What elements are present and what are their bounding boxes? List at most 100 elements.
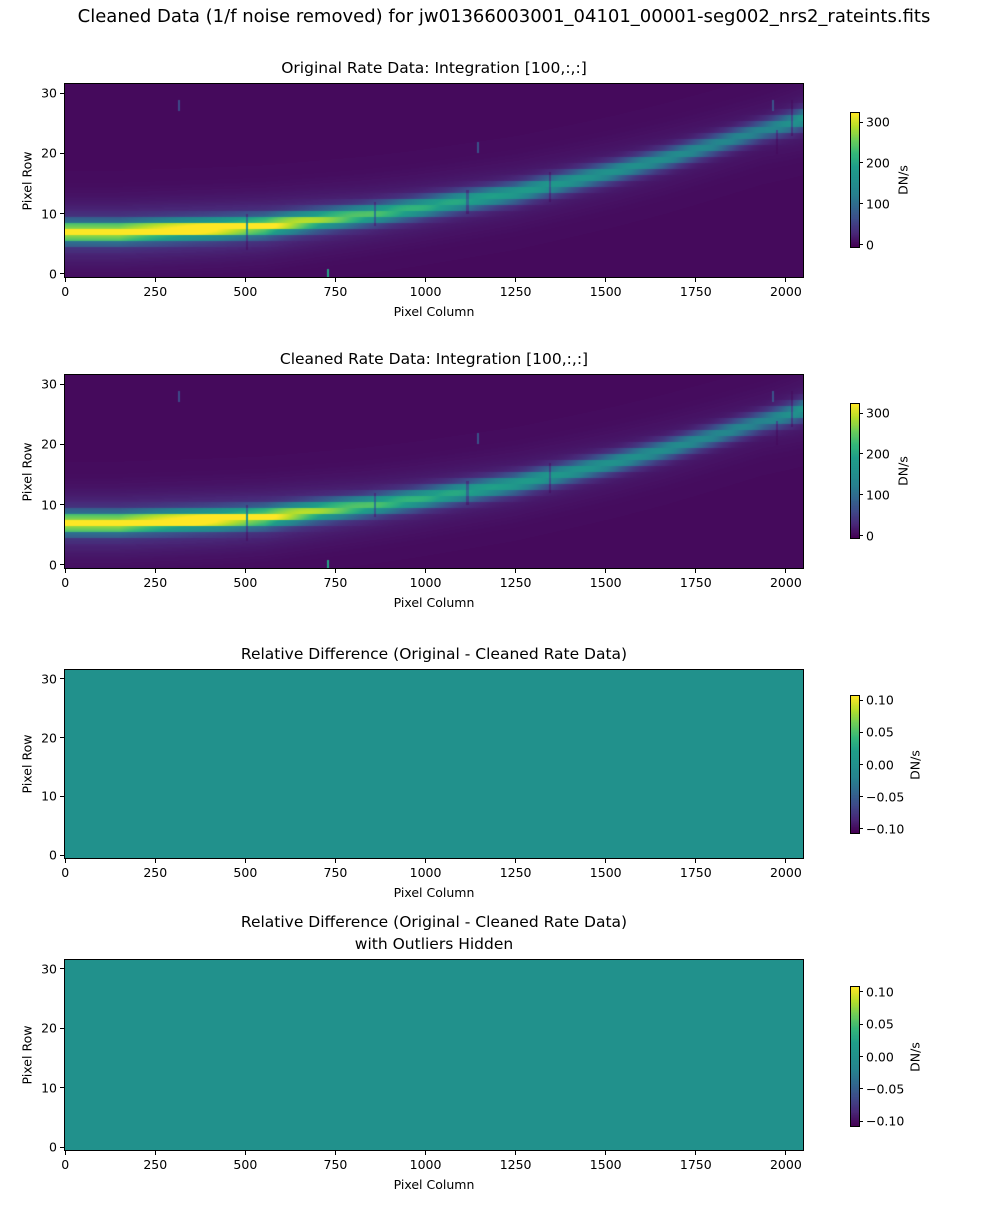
- x-tick-mark: [785, 859, 787, 863]
- x-tick-mark: [515, 1151, 517, 1155]
- heatmap-canvas-difference-hidden: [65, 960, 803, 1150]
- colorbar-label: DN/s: [895, 456, 911, 486]
- x-tick-label: 0: [61, 284, 70, 299]
- colorbar-tick-label: 200: [866, 446, 890, 462]
- colorbar-tick-mark: [860, 244, 863, 246]
- colorbar-tick-label: 200: [866, 155, 890, 171]
- colorbar-tick-label: −0.10: [866, 821, 905, 837]
- x-tick-mark: [154, 859, 156, 863]
- x-tick-mark: [605, 278, 607, 282]
- y-tick-label: 10: [41, 1080, 57, 1096]
- colorbar: [850, 403, 860, 539]
- x-tick-mark: [425, 859, 427, 863]
- colorbar-tick-mark: [860, 991, 863, 993]
- x-tick-label: 1750: [679, 284, 712, 299]
- y-tick-mark: [60, 443, 64, 445]
- colorbar-canvas: [851, 404, 859, 538]
- heatmap-plot-area: [64, 959, 804, 1151]
- y-tick-mark: [60, 678, 64, 680]
- y-tick-label: 30: [41, 671, 57, 687]
- colorbar-tick-mark: [860, 731, 863, 733]
- subplot-title: Cleaned Rate Data: Integration [100,:,:]: [279, 350, 589, 368]
- x-tick-mark: [64, 569, 66, 573]
- x-tick-label: 1500: [589, 575, 622, 590]
- colorbar-tick-mark: [860, 494, 863, 496]
- colorbar: [850, 986, 860, 1127]
- y-tick-label: 30: [41, 376, 57, 392]
- x-tick-mark: [695, 278, 697, 282]
- x-tick-mark: [64, 278, 66, 282]
- x-tick-label: 500: [233, 575, 258, 590]
- y-tick-label: 30: [41, 85, 57, 101]
- colorbar-tick-label: 300: [866, 114, 890, 130]
- x-tick-label: 1500: [589, 284, 622, 299]
- heatmap-canvas-cleaned: [65, 375, 803, 568]
- colorbar-tick-mark: [860, 764, 863, 765]
- x-tick-label: 1750: [679, 575, 712, 590]
- x-tick-mark: [244, 569, 246, 573]
- x-tick-mark: [154, 1151, 156, 1155]
- x-tick-label: 750: [323, 284, 348, 299]
- colorbar-tick-mark: [860, 699, 863, 701]
- x-tick-mark: [244, 278, 246, 282]
- colorbar-tick-label: 0: [866, 528, 874, 544]
- subplot-title: Original Rate Data: Integration [100,:,:…: [281, 59, 587, 77]
- x-tick-mark: [154, 278, 156, 282]
- y-tick-mark: [60, 968, 64, 970]
- x-tick-label: 1250: [499, 1157, 532, 1172]
- colorbar-canvas: [851, 987, 859, 1126]
- x-tick-label: 250: [143, 284, 168, 299]
- x-tick-label: 250: [143, 865, 168, 880]
- x-tick-mark: [64, 1151, 66, 1155]
- colorbar-label: DN/s: [895, 165, 911, 195]
- colorbar-tick-mark: [860, 121, 863, 123]
- x-axis-label: Pixel Column: [393, 304, 475, 319]
- heatmap-canvas-difference: [65, 670, 803, 858]
- y-tick-label: 30: [41, 961, 57, 977]
- colorbar-tick-mark: [860, 203, 863, 205]
- colorbar: [850, 112, 860, 248]
- x-tick-mark: [425, 278, 427, 282]
- colorbar-tick-mark: [860, 412, 863, 414]
- x-tick-mark: [785, 1151, 787, 1155]
- colorbar-tick-label: 0.10: [866, 984, 894, 1000]
- x-tick-mark: [154, 569, 156, 573]
- colorbar-label: DN/s: [907, 749, 923, 780]
- colorbar-tick-mark: [860, 1120, 863, 1122]
- colorbar: [850, 695, 860, 834]
- y-tick-mark: [60, 383, 64, 385]
- x-tick-label: 1000: [409, 1157, 442, 1172]
- x-tick-label: 2000: [769, 1157, 802, 1172]
- y-tick-mark: [60, 1146, 64, 1148]
- y-tick-mark: [60, 795, 64, 797]
- colorbar-tick-label: −0.05: [866, 1081, 905, 1097]
- heatmap-canvas-original: [65, 84, 803, 277]
- x-tick-label: 500: [233, 1157, 258, 1172]
- y-tick-label: 10: [41, 788, 57, 804]
- colorbar-canvas: [851, 113, 859, 247]
- x-tick-label: 750: [323, 865, 348, 880]
- x-tick-mark: [785, 278, 787, 282]
- colorbar-tick-label: 100: [866, 487, 890, 503]
- y-tick-label: 10: [41, 206, 57, 222]
- colorbar-tick-label: 0.10: [866, 692, 894, 708]
- x-tick-mark: [695, 1151, 697, 1155]
- x-tick-mark: [334, 278, 336, 282]
- x-tick-label: 0: [61, 575, 70, 590]
- x-tick-mark: [64, 859, 66, 863]
- colorbar-tick-mark: [860, 828, 863, 830]
- x-tick-mark: [605, 1151, 607, 1155]
- y-tick-mark: [60, 213, 64, 215]
- x-tick-label: 0: [61, 1157, 70, 1172]
- x-tick-label: 1250: [499, 575, 532, 590]
- x-tick-mark: [334, 859, 336, 863]
- y-tick-mark: [60, 1087, 64, 1089]
- y-tick-label: 0: [49, 557, 57, 573]
- y-tick-label: 20: [41, 730, 57, 746]
- x-tick-label: 2000: [769, 284, 802, 299]
- subplot-title: Relative Difference (Original - Cleaned …: [240, 645, 628, 663]
- y-tick-mark: [60, 737, 64, 739]
- y-tick-mark: [60, 92, 64, 94]
- y-tick-label: 20: [41, 145, 57, 161]
- x-tick-mark: [425, 569, 427, 573]
